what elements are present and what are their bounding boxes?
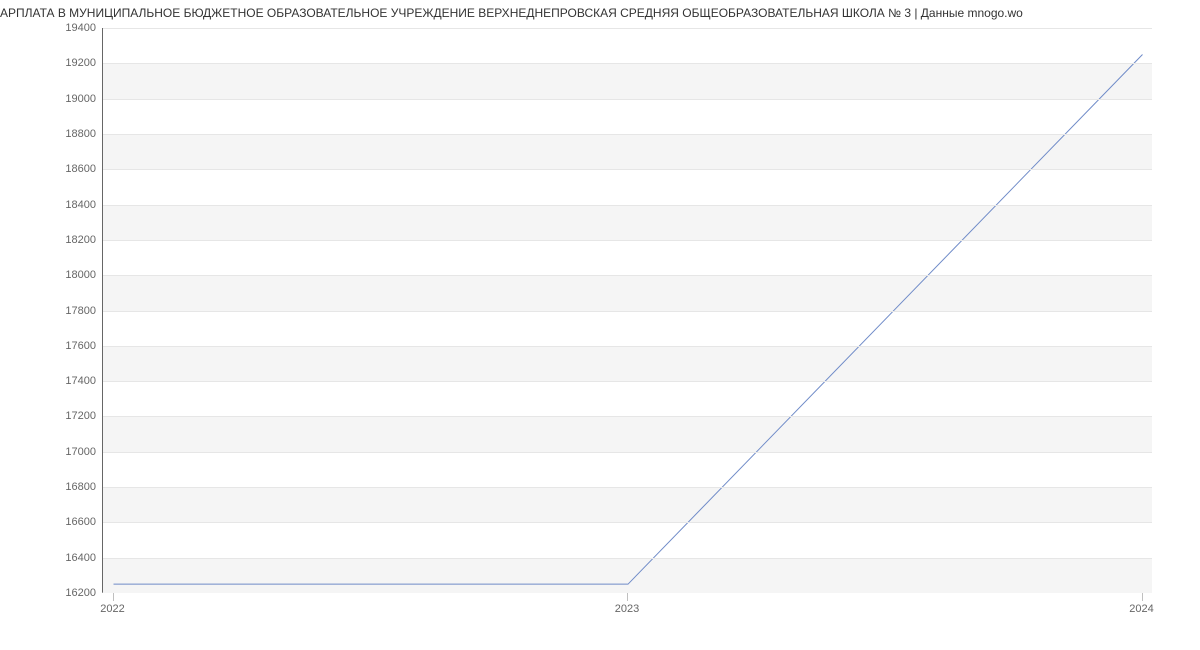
grid-band (103, 134, 1152, 169)
grid-line (103, 416, 1152, 417)
y-tick-label: 18400 (65, 199, 96, 211)
grid-band (103, 63, 1152, 98)
y-tick-label: 18800 (65, 128, 96, 140)
x-tick-label: 2023 (615, 603, 639, 615)
plot-area (102, 28, 1152, 593)
y-tick-label: 16400 (65, 552, 96, 564)
grid-line (103, 205, 1152, 206)
x-tick (1142, 593, 1143, 601)
x-tick (113, 593, 114, 601)
x-tick-label: 2022 (100, 603, 124, 615)
y-tick-label: 19200 (65, 57, 96, 69)
grid-band (103, 416, 1152, 451)
y-tick-label: 16800 (65, 481, 96, 493)
grid-band (103, 205, 1152, 240)
y-tick-label: 17400 (65, 375, 96, 387)
y-tick-label: 17600 (65, 340, 96, 352)
grid-line (103, 522, 1152, 523)
grid-line (103, 452, 1152, 453)
grid-line (103, 275, 1152, 276)
grid-line (103, 240, 1152, 241)
x-tick (627, 593, 628, 601)
grid-line (103, 63, 1152, 64)
y-tick-label: 19000 (65, 93, 96, 105)
y-tick-label: 16200 (65, 587, 96, 599)
y-tick-label: 18600 (65, 163, 96, 175)
grid-line (103, 311, 1152, 312)
y-tick-label: 16600 (65, 516, 96, 528)
x-tick-label: 2024 (1129, 603, 1153, 615)
grid-line (103, 169, 1152, 170)
grid-line (103, 28, 1152, 29)
y-tick-label: 19400 (65, 22, 96, 34)
grid-line (103, 99, 1152, 100)
grid-band (103, 558, 1152, 593)
grid-line (103, 558, 1152, 559)
grid-line (103, 346, 1152, 347)
y-tick-label: 18200 (65, 234, 96, 246)
y-tick-label: 17800 (65, 305, 96, 317)
grid-band (103, 346, 1152, 381)
grid-band (103, 275, 1152, 310)
grid-line (103, 487, 1152, 488)
y-tick-label: 18000 (65, 269, 96, 281)
grid-band (103, 487, 1152, 522)
grid-line (103, 381, 1152, 382)
y-tick-label: 17200 (65, 410, 96, 422)
grid-line (103, 134, 1152, 135)
chart-title: АРПЛАТА В МУНИЦИПАЛЬНОЕ БЮДЖЕТНОЕ ОБРАЗО… (0, 6, 1200, 20)
line-chart: АРПЛАТА В МУНИЦИПАЛЬНОЕ БЮДЖЕТНОЕ ОБРАЗО… (0, 0, 1200, 650)
y-tick-label: 17000 (65, 446, 96, 458)
